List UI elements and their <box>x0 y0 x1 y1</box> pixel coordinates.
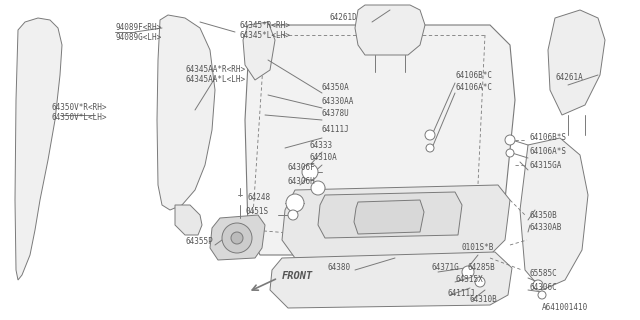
Text: 64355P: 64355P <box>185 237 212 246</box>
Circle shape <box>533 280 543 290</box>
Text: 64350V*L<LH>: 64350V*L<LH> <box>52 114 108 123</box>
Text: 65585C: 65585C <box>530 268 557 277</box>
Text: 64306C: 64306C <box>530 283 557 292</box>
Text: 64371G: 64371G <box>432 263 460 273</box>
Circle shape <box>462 266 474 278</box>
Text: A641001410: A641001410 <box>542 303 588 313</box>
Text: 94089G<LH>: 94089G<LH> <box>115 34 161 43</box>
Text: 64330AB: 64330AB <box>530 223 563 233</box>
Text: 64106A*S: 64106A*S <box>530 148 567 156</box>
Circle shape <box>231 232 243 244</box>
Text: 64106B*C: 64106B*C <box>455 70 492 79</box>
Circle shape <box>505 135 515 145</box>
Text: 64380: 64380 <box>328 262 351 271</box>
Text: 64315X: 64315X <box>455 276 483 284</box>
Polygon shape <box>245 25 515 255</box>
Polygon shape <box>210 215 265 260</box>
Text: 64106A*C: 64106A*C <box>455 83 492 92</box>
Circle shape <box>475 277 485 287</box>
Text: 64330AA: 64330AA <box>322 97 355 106</box>
Text: 64310B: 64310B <box>470 295 498 305</box>
Circle shape <box>426 144 434 152</box>
Circle shape <box>506 149 514 157</box>
Text: 64306F: 64306F <box>288 164 316 172</box>
Polygon shape <box>282 185 510 258</box>
Polygon shape <box>157 15 215 210</box>
Polygon shape <box>354 200 424 234</box>
Polygon shape <box>548 10 605 115</box>
Text: 0451S: 0451S <box>245 207 268 217</box>
Polygon shape <box>243 22 275 80</box>
Polygon shape <box>520 138 588 290</box>
Text: 64345*R<RH>: 64345*R<RH> <box>240 20 291 29</box>
Polygon shape <box>318 192 462 238</box>
Text: 64111J: 64111J <box>448 289 476 298</box>
Text: 64315GA: 64315GA <box>530 161 563 170</box>
Text: 64333: 64333 <box>310 140 333 149</box>
Circle shape <box>288 210 298 220</box>
Text: 64306H: 64306H <box>288 178 316 187</box>
Text: 64350B: 64350B <box>530 211 557 220</box>
Text: 64378U: 64378U <box>322 108 349 117</box>
Text: 64345AA*L<LH>: 64345AA*L<LH> <box>185 76 245 84</box>
Text: 94089F<RH>: 94089F<RH> <box>115 23 161 33</box>
Text: 64248: 64248 <box>248 194 271 203</box>
Polygon shape <box>355 5 425 55</box>
Circle shape <box>286 194 304 212</box>
Text: 64350V*R<RH>: 64350V*R<RH> <box>52 103 108 113</box>
Text: 64285B: 64285B <box>468 263 496 273</box>
Circle shape <box>222 223 252 253</box>
Text: 64261D: 64261D <box>330 12 358 21</box>
Polygon shape <box>175 205 202 235</box>
Text: 64350A: 64350A <box>322 83 349 92</box>
Circle shape <box>425 130 435 140</box>
Polygon shape <box>270 252 512 308</box>
Circle shape <box>538 291 546 299</box>
Text: 64111J: 64111J <box>322 125 349 134</box>
Text: 64345*L<LH>: 64345*L<LH> <box>240 30 291 39</box>
Text: 0101S*B: 0101S*B <box>462 244 494 252</box>
Circle shape <box>311 181 325 195</box>
Text: 64345AA*R<RH>: 64345AA*R<RH> <box>185 66 245 75</box>
Text: 64261A: 64261A <box>555 74 583 83</box>
Text: FRONT: FRONT <box>282 271 313 281</box>
Text: 64310A: 64310A <box>310 154 338 163</box>
Text: 64106B*S: 64106B*S <box>530 133 567 142</box>
Polygon shape <box>15 18 62 280</box>
Circle shape <box>302 164 318 180</box>
